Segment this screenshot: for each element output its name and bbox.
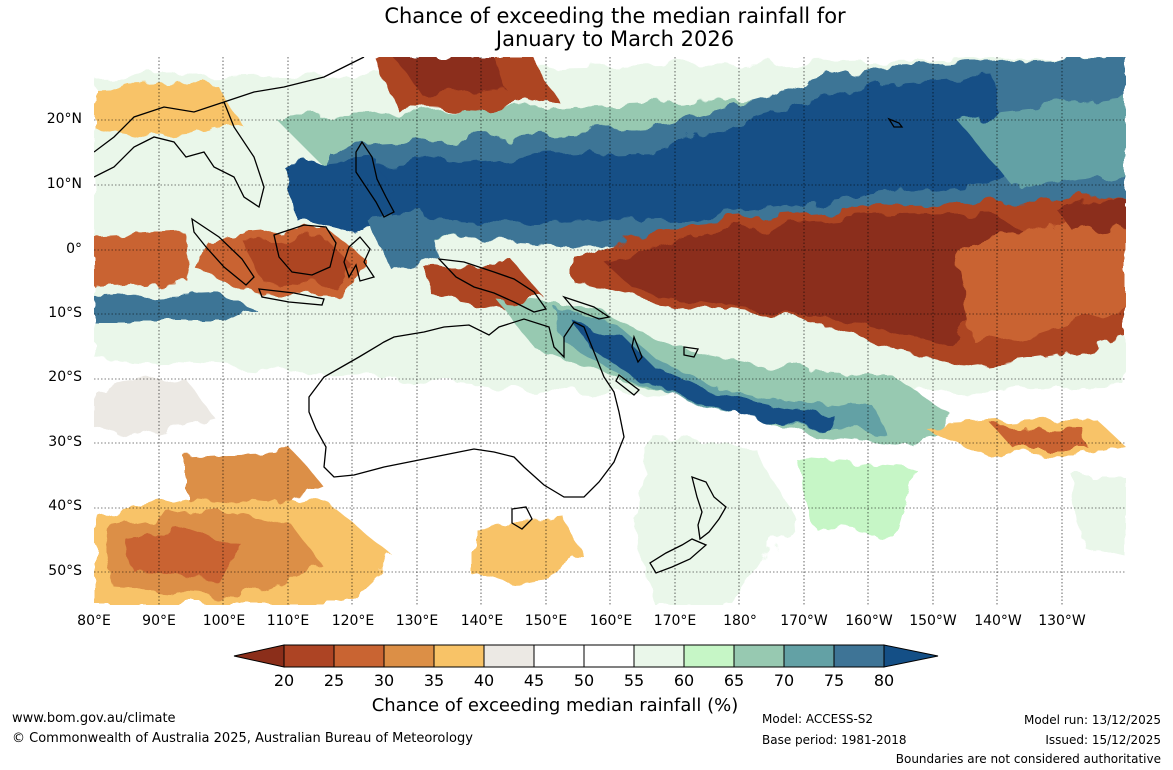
issued-date: Issued: 15/12/2025	[1045, 733, 1161, 747]
rainfall-map	[94, 57, 1126, 605]
colorbar-swatch-35-40	[433, 644, 485, 668]
colorbar-swatch-60-65	[683, 644, 735, 668]
colorbar-label: Chance of exceeding median rainfall (%)	[371, 695, 739, 716]
lon-label-170w: 170°W	[780, 613, 828, 629]
new-zealand-south-coast	[649, 538, 708, 574]
colorbar-tick-30: 30	[373, 671, 395, 690]
lat-label-50s: 50°S	[48, 563, 82, 579]
boundaries-disclaimer: Boundaries are not considered authoritat…	[895, 752, 1161, 766]
mainland-asia-coast	[94, 57, 365, 209]
lon-label-150e: 150°E	[524, 613, 568, 629]
colorbar-tick-50: 50	[573, 671, 595, 690]
colorbar-swatch-50-55	[583, 644, 635, 668]
lon-label-180: 180°	[723, 613, 757, 629]
colorbar-high-arrow	[883, 644, 939, 668]
lat-label-20s: 20°S	[48, 369, 82, 385]
lon-label-140e: 140°E	[460, 613, 504, 629]
lon-label-160w: 160°W	[845, 613, 893, 629]
lat-label-40s: 40°S	[48, 498, 82, 514]
lon-label-90e: 90°E	[142, 613, 176, 629]
lon-label-170e: 170°E	[653, 613, 697, 629]
rainfall-field	[94, 57, 1126, 605]
java-coast	[258, 288, 325, 306]
sulawesi-coast	[343, 236, 376, 282]
new-zealand-north-coast	[691, 475, 727, 541]
graticule	[94, 57, 1126, 605]
lon-label-130w: 130°W	[1038, 613, 1086, 629]
website-url: www.bom.gov.au/climate	[12, 711, 176, 726]
lon-label-120e: 120°E	[331, 613, 375, 629]
fiji-coast	[683, 346, 699, 358]
borneo-coast	[273, 224, 337, 276]
colorbar-swatch-20-25	[283, 644, 335, 668]
colorbar-swatch-30-35	[383, 644, 435, 668]
lon-label-80e: 80°E	[77, 613, 111, 629]
lat-label-30s: 30°S	[48, 434, 82, 450]
lat-label-10s: 10°S	[48, 305, 82, 321]
colorbar-tick-25: 25	[323, 671, 345, 690]
model-name: Model: ACCESS-S2	[762, 712, 874, 726]
colorbar-swatch-65-70	[733, 644, 785, 668]
lon-label-110e: 110°E	[266, 613, 310, 629]
hawaii-coast	[887, 117, 904, 128]
philippines-coast	[355, 140, 395, 218]
colorbar-tick-55: 55	[623, 671, 645, 690]
colorbar-tick-60: 60	[673, 671, 695, 690]
base-period: Base period: 1981-2018	[762, 733, 907, 747]
colorbar-swatch-25-30	[333, 644, 385, 668]
colorbar-tick-65: 65	[723, 671, 745, 690]
colorbar-swatch-55-60	[633, 644, 685, 668]
new-guinea-coast	[437, 258, 548, 313]
colorbar	[233, 644, 939, 668]
colorbar-tick-45: 45	[523, 671, 545, 690]
map-title-line1: Chance of exceeding the median rainfall …	[384, 4, 846, 28]
colorbar-tick-75: 75	[823, 671, 845, 690]
lon-label-100e: 100°E	[202, 613, 246, 629]
colorbar-swatch-40-45	[483, 644, 535, 668]
lon-label-160e: 160°E	[589, 613, 633, 629]
lon-label-130e: 130°E	[395, 613, 439, 629]
colorbar-tick-40: 40	[473, 671, 495, 690]
lat-label-20n: 20°N	[46, 111, 82, 127]
colorbar-swatch-70-75	[783, 644, 835, 668]
colorbar-tick-80: 80	[873, 671, 895, 690]
lon-label-140w: 140°W	[974, 613, 1022, 629]
australia-coast	[308, 318, 625, 498]
colorbar-low-arrow	[233, 644, 285, 668]
copyright-text: © Commonwealth of Australia 2025, Austra…	[12, 731, 473, 746]
colorbar-tick-70: 70	[773, 671, 795, 690]
lon-label-150w: 150°W	[909, 613, 957, 629]
colorbar-tick-35: 35	[423, 671, 445, 690]
tasmania-coast	[511, 506, 533, 530]
colorbar-swatch-45-50	[533, 644, 585, 668]
colorbar-tick-20: 20	[273, 671, 295, 690]
vanuatu-coast	[631, 334, 643, 364]
lat-label-10n: 10°N	[46, 176, 82, 192]
sumatra-coast	[191, 217, 255, 286]
colorbar-swatch-75-80	[833, 644, 885, 668]
model-run-date: Model run: 13/12/2025	[1023, 713, 1161, 727]
map-title-line2: January to March 2026	[495, 27, 735, 51]
solomon-islands-coast	[562, 295, 611, 320]
lat-label-0: 0°	[66, 241, 82, 257]
